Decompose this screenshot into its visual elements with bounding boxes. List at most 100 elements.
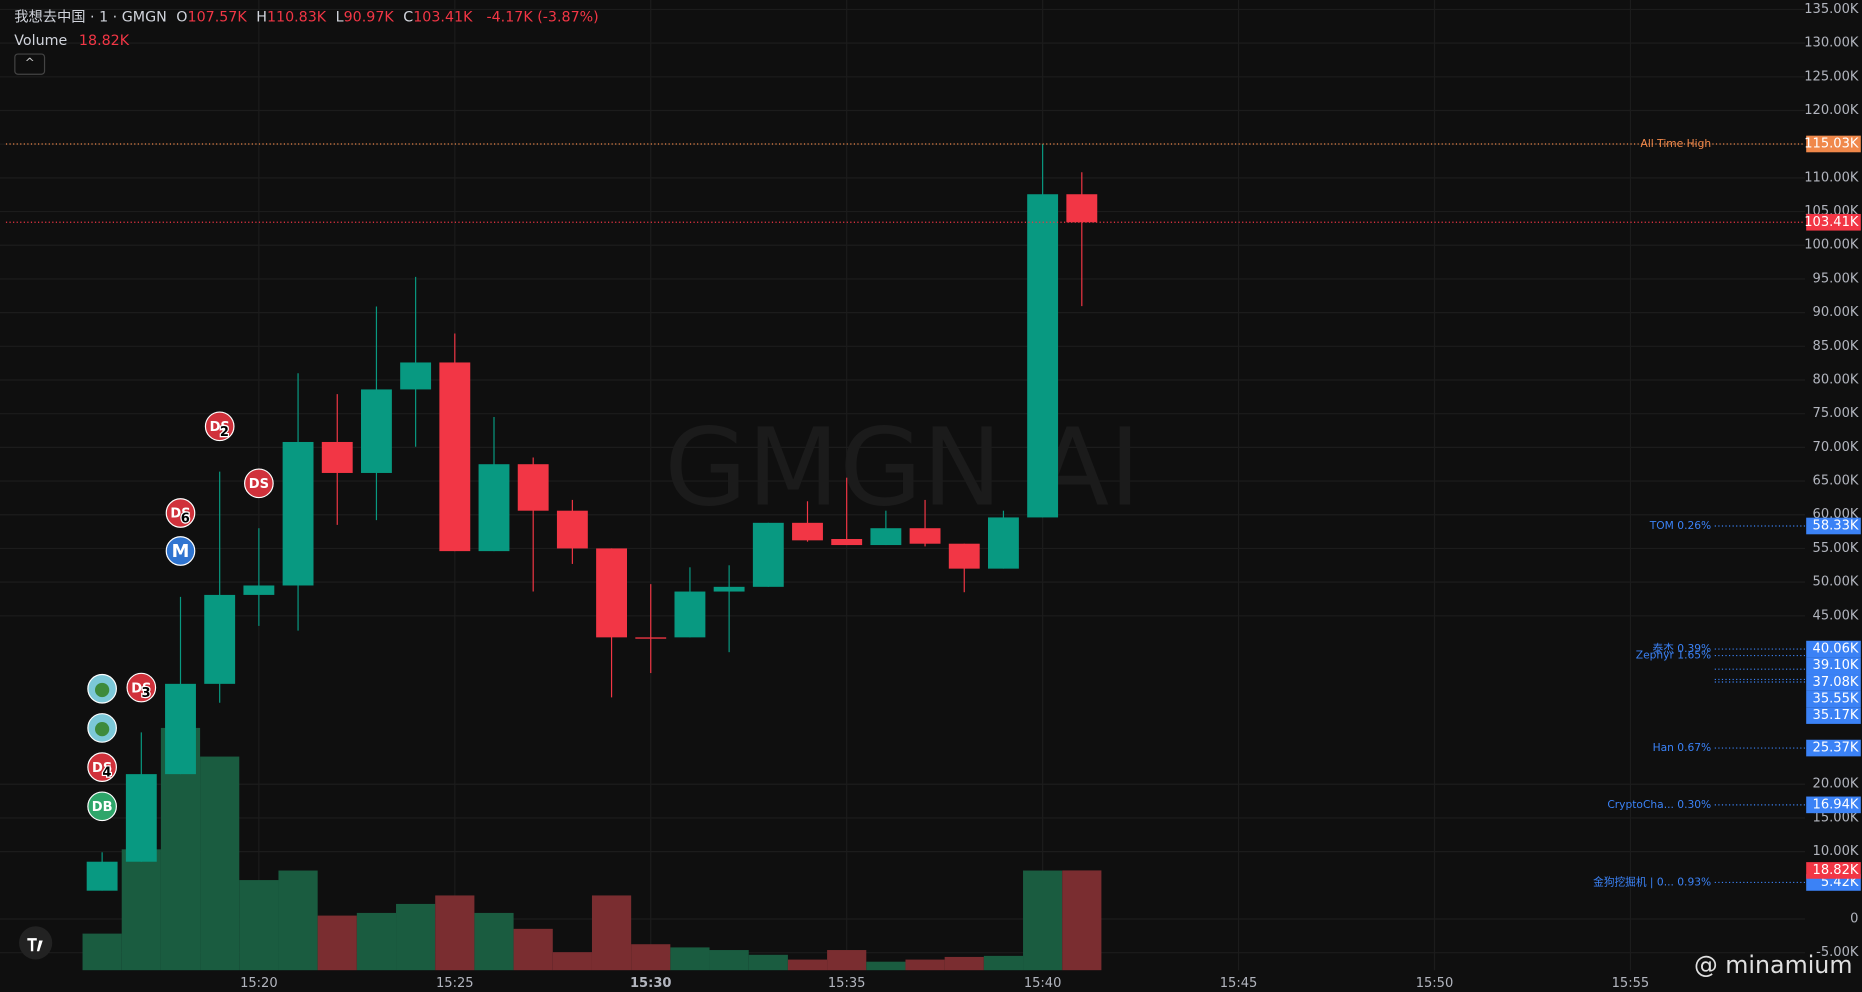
holder-badge: [1806, 657, 1861, 675]
y-tick-label: 100.00K: [1804, 238, 1859, 253]
logo[interactable]: [19, 926, 53, 960]
x-tick-label: 15:20: [240, 976, 278, 991]
candle-body: [909, 528, 941, 544]
candle-body: [988, 517, 1019, 569]
y-tick-label: 130.00K: [1804, 36, 1859, 51]
marker-text: DS: [170, 507, 190, 522]
holder-badge: [1806, 707, 1861, 724]
y-tick-label: 125.00K: [1804, 69, 1859, 84]
trade-marker: [204, 411, 235, 442]
holder-price: 37.08K: [1813, 675, 1859, 690]
y-tick-label: 85.00K: [1813, 339, 1859, 354]
volume-bar: [474, 912, 514, 971]
candle-body: [165, 683, 196, 775]
y-tick-label: 10.00K: [1813, 844, 1859, 859]
y-tick-label: 70.00K: [1813, 440, 1859, 455]
x-tick-label: 15:55: [1612, 976, 1650, 991]
holder-label: 泰杰 0.39%: [1653, 642, 1712, 655]
candle-body: [478, 464, 510, 552]
candle-body: [517, 464, 549, 511]
marker-text: DB: [92, 800, 113, 815]
volume-bar: [1023, 870, 1063, 971]
candle-body: [361, 389, 392, 473]
header: 我想去中国 · 1 · GMGN O107.57K H110.83K L90.97K C…: [14, 5, 598, 53]
credit: @ minamium: [1694, 951, 1853, 979]
ohlc-item: C103.41K: [403, 8, 472, 25]
ath-title: All Time High: [1641, 137, 1712, 150]
ohlc-item: L90.97K: [336, 8, 394, 25]
holder-badge: [1806, 739, 1861, 757]
candle-body: [282, 441, 314, 586]
y-tick-label: 55.00K: [1813, 541, 1859, 556]
candle-body: [321, 441, 353, 473]
candle-body: [870, 528, 902, 546]
volume-bar: [121, 849, 161, 971]
x-tick-label: 15:35: [828, 976, 866, 991]
watermark: GMGN AI: [664, 406, 1140, 530]
volume-bar: [278, 870, 318, 971]
marker-text: DS: [92, 761, 112, 776]
volume-bar: [396, 903, 436, 971]
candle-body: [752, 522, 784, 587]
candle-body: [635, 637, 667, 639]
candle-body: [713, 586, 745, 592]
marker-text: DS: [210, 420, 230, 435]
volume-bar: [905, 959, 945, 971]
ath-label: 115.03K: [1804, 136, 1859, 151]
marker-text: DS: [131, 681, 151, 696]
volume-label: Volume: [14, 32, 68, 49]
marker-badge: 3: [142, 686, 151, 701]
x-tick-label: 15:30: [630, 976, 672, 991]
holder-badge: [1806, 640, 1861, 658]
volume-bar: [435, 895, 475, 971]
ohlc-key: O: [176, 8, 188, 25]
volume-badge-label: 18.82K: [1813, 863, 1859, 878]
candle-body: [204, 594, 236, 684]
trade-marker: [87, 752, 117, 782]
y-tick-label: 0: [1850, 911, 1858, 926]
y-tick-label: 110.00K: [1804, 170, 1859, 185]
marker-badge: 6: [181, 511, 190, 526]
candle-body: [125, 774, 157, 862]
holder-badge: [1806, 690, 1861, 708]
candle-body: [556, 510, 588, 549]
y-tick-label: 135.00K: [1804, 2, 1859, 17]
marker-text: M: [172, 541, 190, 562]
volume-bar: [239, 880, 279, 971]
x-tick-label: 15:50: [1416, 976, 1454, 991]
volume-bar: [827, 950, 867, 971]
y-tick-label: 45.00K: [1813, 608, 1859, 623]
collapse-button[interactable]: ^: [14, 53, 46, 75]
y-tick-label: 50.00K: [1813, 575, 1859, 590]
x-tick-label: 15:40: [1024, 976, 1062, 991]
candle-body: [596, 548, 627, 638]
avatar-face: [95, 722, 110, 737]
y-tick-label: 75.00K: [1813, 406, 1859, 421]
y-tick-label: 120.00K: [1804, 103, 1859, 118]
candle-body: [86, 861, 118, 891]
y-tick-label: 20.00K: [1813, 777, 1859, 792]
y-tick-label: 90.00K: [1813, 305, 1859, 320]
candle-body: [792, 522, 823, 541]
x-tick-label: 15:25: [436, 976, 474, 991]
volume-bar: [944, 956, 984, 971]
candle-body: [243, 585, 275, 595]
volume-bar: [631, 944, 671, 971]
trade-marker: [165, 498, 196, 528]
volume-bar: [1062, 870, 1102, 971]
holder-price: 35.17K: [1813, 708, 1859, 723]
volume-value: 18.82K: [78, 32, 130, 49]
trade-marker: [244, 468, 274, 499]
holder-badge: [1806, 517, 1861, 535]
holder-label: Zephyr 1.65%: [1636, 649, 1711, 662]
symbol: 我想去中国 · 1 · GMGN: [14, 8, 167, 25]
holder-label: TOM 0.26%: [1649, 519, 1711, 532]
volume-bar: [82, 933, 122, 971]
last-price-label: 103.41K: [1804, 215, 1859, 230]
marker-badge: 4: [102, 766, 111, 781]
ohlc-key: C: [403, 8, 414, 25]
ath-badge: [1806, 135, 1861, 153]
marker-text: DS: [249, 477, 269, 492]
